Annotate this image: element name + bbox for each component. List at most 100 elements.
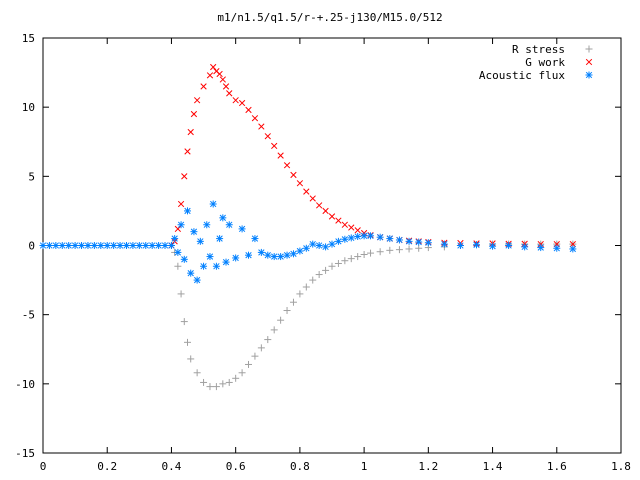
data-point <box>129 242 137 249</box>
data-point <box>45 242 53 249</box>
data-point <box>277 152 284 159</box>
data-point <box>200 83 207 90</box>
data-point <box>257 344 265 352</box>
data-point <box>367 232 375 240</box>
data-point <box>270 326 278 334</box>
data-point <box>187 355 195 363</box>
data-point <box>328 262 336 270</box>
data-point <box>196 237 204 245</box>
data-point <box>302 244 310 252</box>
data-point <box>193 276 201 284</box>
data-point <box>264 251 272 259</box>
data-point <box>122 242 130 249</box>
data-point <box>97 242 105 249</box>
data-point <box>206 72 214 79</box>
data-point <box>148 242 156 249</box>
data-point <box>251 115 259 122</box>
data-point <box>167 242 175 249</box>
y-tick-label: 0 <box>28 240 35 253</box>
data-point <box>376 233 384 241</box>
data-point <box>200 262 208 270</box>
data-point <box>161 242 169 249</box>
data-point <box>309 240 317 248</box>
data-point <box>415 244 423 252</box>
data-point <box>116 242 124 249</box>
legend-label: Acoustic flux <box>479 69 565 82</box>
y-tick-label: -5 <box>22 309 35 322</box>
data-point <box>347 255 355 263</box>
data-point <box>245 360 253 368</box>
data-point <box>283 307 291 315</box>
data-point <box>245 251 253 259</box>
data-point <box>210 63 217 71</box>
data-point <box>335 217 342 224</box>
data-point <box>219 380 227 388</box>
x-tick-label: 0.6 <box>226 460 246 473</box>
data-point <box>489 242 497 250</box>
data-point <box>216 70 223 78</box>
data-point <box>277 316 285 324</box>
series-r-stress <box>167 240 577 391</box>
data-point <box>553 244 561 252</box>
x-tick-label: 0.2 <box>97 460 117 473</box>
data-point <box>39 242 47 249</box>
data-point <box>341 235 349 243</box>
data-point <box>303 188 310 195</box>
data-point <box>415 238 423 246</box>
data-point <box>110 242 118 249</box>
data-point <box>309 195 316 202</box>
data-point <box>395 246 403 254</box>
data-point <box>184 148 191 155</box>
data-point <box>184 207 191 215</box>
data-point <box>341 221 348 228</box>
data-point <box>473 241 480 249</box>
data-point <box>521 243 529 251</box>
data-point <box>103 242 111 249</box>
data-point <box>328 213 336 220</box>
data-point <box>174 262 182 270</box>
data-point <box>190 110 198 118</box>
data-point <box>180 255 188 263</box>
data-point <box>245 106 252 114</box>
data-point <box>190 228 198 236</box>
data-point <box>322 243 330 251</box>
data-point <box>225 378 233 386</box>
data-point <box>264 133 271 140</box>
data-point <box>257 248 265 256</box>
data-point <box>212 262 220 270</box>
data-point <box>232 374 240 382</box>
data-point <box>232 97 239 104</box>
x-tick-label: 0.4 <box>162 460 182 473</box>
data-point <box>456 242 464 249</box>
data-point <box>424 239 432 247</box>
data-point <box>322 207 329 215</box>
data-point <box>367 249 375 257</box>
data-point <box>209 200 217 208</box>
data-point <box>376 248 384 256</box>
data-point <box>52 242 60 249</box>
data-point <box>206 383 214 391</box>
data-point <box>238 99 246 107</box>
legend-marker <box>585 71 593 79</box>
data-point <box>505 242 513 249</box>
data-point <box>271 142 278 150</box>
y-tick-label: 5 <box>28 170 35 183</box>
x-tick-label: 1.4 <box>483 460 503 473</box>
data-point <box>264 336 272 344</box>
data-point <box>322 266 330 274</box>
data-point <box>296 247 304 255</box>
x-tick-label: 1.2 <box>418 460 438 473</box>
data-point <box>315 242 323 249</box>
data-point <box>222 258 230 266</box>
data-point <box>90 242 98 249</box>
data-point <box>174 248 182 256</box>
data-point <box>200 378 208 386</box>
data-point <box>405 245 413 253</box>
data-point <box>386 246 394 254</box>
legend-marker <box>585 45 593 53</box>
data-point <box>569 245 577 253</box>
data-point <box>177 290 185 298</box>
data-point <box>309 276 317 284</box>
